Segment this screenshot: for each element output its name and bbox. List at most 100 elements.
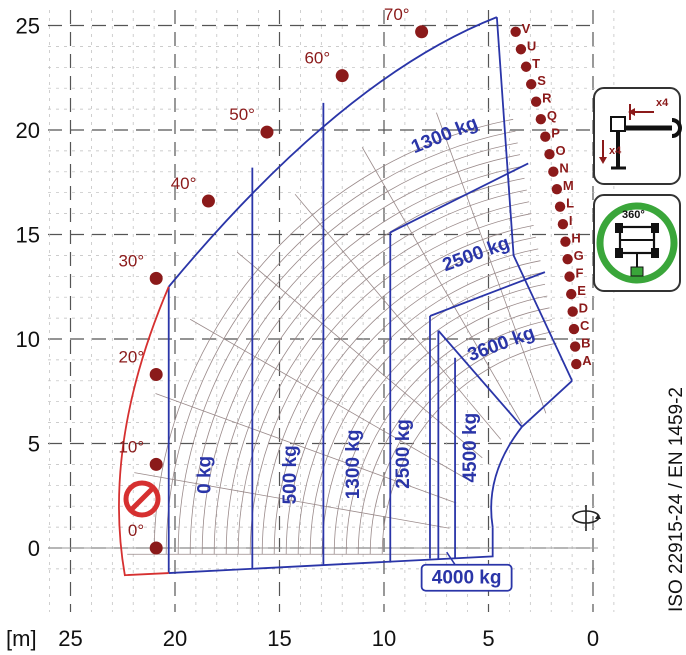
- radius-arc: [381, 342, 557, 555]
- extension-marker-label: U: [527, 38, 536, 53]
- angle-ray: [361, 147, 523, 425]
- zone-inner-edge: [521, 380, 573, 428]
- extension-marker-label: N: [559, 161, 568, 176]
- extension-marker-label: L: [566, 196, 574, 211]
- angle-marker-label: 0°: [128, 521, 144, 540]
- y-tick-label: 25: [16, 14, 40, 39]
- angle-marker-label: 30°: [118, 251, 144, 270]
- load-envelope: [118, 16, 573, 577]
- extension-marker-dot: [544, 149, 555, 160]
- extension-marker-dot: [557, 218, 569, 230]
- y-tick-label: 15: [16, 223, 40, 248]
- x-axis-unit: [m]: [6, 626, 37, 651]
- extension-marker-label: G: [574, 248, 584, 263]
- angle-ray: [134, 472, 450, 529]
- extension-marker-label: A: [582, 353, 592, 368]
- extension-marker-dot: [540, 131, 551, 142]
- angle-ray: [189, 318, 468, 480]
- envelope-right-edge: [495, 17, 573, 382]
- angle-marker-dot: [260, 125, 274, 139]
- extension-marker-dot: [551, 183, 563, 195]
- extension-marker-label: H: [571, 231, 580, 246]
- radius-arc: [165, 130, 516, 555]
- arrow-icon: [599, 104, 654, 164]
- radius-arc: [237, 201, 530, 555]
- limit-curve: [118, 286, 170, 577]
- platform-rotation-label: 360°: [622, 209, 645, 221]
- stabilizer-count-top: x4: [656, 97, 669, 109]
- radius-arc: [345, 307, 550, 555]
- angle-marker-dot: [415, 25, 429, 39]
- radius-arc: [201, 166, 523, 555]
- angle-ray: [294, 193, 502, 440]
- load-zone-label-vertical: 500 kg: [280, 445, 301, 504]
- extension-marker-label: V: [522, 21, 531, 36]
- radius-arc: [213, 177, 525, 555]
- x-tick-label: 20: [163, 626, 187, 651]
- radius-arc: [249, 213, 532, 555]
- radius-arc: [189, 154, 521, 555]
- extension-marker-label: Q: [547, 108, 557, 123]
- extension-marker-label: F: [576, 266, 584, 281]
- envelope-outer-arc: [168, 16, 498, 288]
- extension-marker-label: P: [551, 126, 560, 141]
- extension-marker-dot: [510, 26, 521, 37]
- extension-marker-label: O: [555, 143, 565, 158]
- extension-marker-dot: [564, 271, 575, 282]
- angle-marker-label: 60°: [304, 49, 330, 68]
- stabilizer-panel: x4 x4: [593, 87, 682, 185]
- radius-arc: [225, 189, 527, 555]
- load-zone-label-horizontal: 2500 kg: [440, 233, 513, 277]
- y-tick-label: 20: [16, 118, 40, 143]
- extension-marker-label: T: [532, 56, 540, 71]
- angle-rays: [127, 112, 547, 555]
- load-zone-label-vertical: 0 kg: [195, 456, 216, 494]
- extension-marker-dot: [562, 253, 573, 265]
- extension-marker-dot: [566, 288, 577, 300]
- angle-marker-dot: [201, 194, 215, 208]
- extension-marker-dot: [526, 79, 537, 90]
- envelope-inner-curve: [490, 426, 523, 528]
- angle-markers: 0° 10° 20° 30° 40° 50° 60° 70°: [118, 5, 429, 555]
- radius-arc: [153, 118, 514, 555]
- extension-marker-dot: [567, 306, 578, 317]
- extension-marker-label: D: [579, 301, 588, 316]
- angle-marker-dot: [149, 368, 163, 382]
- extension-marker-dot: [569, 341, 581, 352]
- angle-ray: [436, 112, 547, 414]
- load-zone-label-vertical: 4500 kg: [460, 413, 481, 483]
- extension-marker-dot: [535, 114, 547, 125]
- platform-panel: 360°: [593, 194, 681, 292]
- extension-marker-dot: [571, 358, 582, 370]
- load-zone-label-vertical: 2500 kg: [393, 419, 414, 489]
- radius-arc: [321, 283, 546, 555]
- standard-reference: ISO 22915-24 / EN 1459-2: [666, 387, 686, 612]
- radius-arc: [177, 142, 518, 555]
- radius-arc: [369, 330, 555, 555]
- outrigger-icon: [610, 116, 682, 170]
- angle-marker-dot: [149, 541, 163, 555]
- no-go-icon: [123, 480, 161, 518]
- extension-marker-label: R: [542, 91, 552, 106]
- radius-arc: [357, 319, 552, 555]
- extension-marker-dot: [554, 201, 566, 212]
- radius-arc: [285, 248, 539, 555]
- radius-arc: [261, 224, 534, 555]
- angle-ray: [236, 251, 483, 459]
- extension-marker-label: I: [569, 213, 573, 228]
- axis-ticks: [m] 25 20 15 10 5 0 25 20 15 10 5 0: [6, 14, 599, 652]
- angle-marker-label: 40°: [171, 174, 197, 193]
- extension-marker-label: B: [581, 336, 590, 351]
- radius-arcs: [153, 118, 557, 555]
- x-tick-label: 25: [58, 626, 82, 651]
- extension-marker-dot: [560, 236, 571, 247]
- angle-marker-label: 10°: [118, 437, 144, 456]
- platform-icon: [615, 223, 659, 277]
- radius-arc: [273, 236, 537, 555]
- x-tick-label: 10: [372, 626, 396, 651]
- angle-ray: [155, 393, 457, 504]
- extension-marker-label: E: [577, 283, 586, 298]
- angle-marker-dot: [149, 271, 163, 285]
